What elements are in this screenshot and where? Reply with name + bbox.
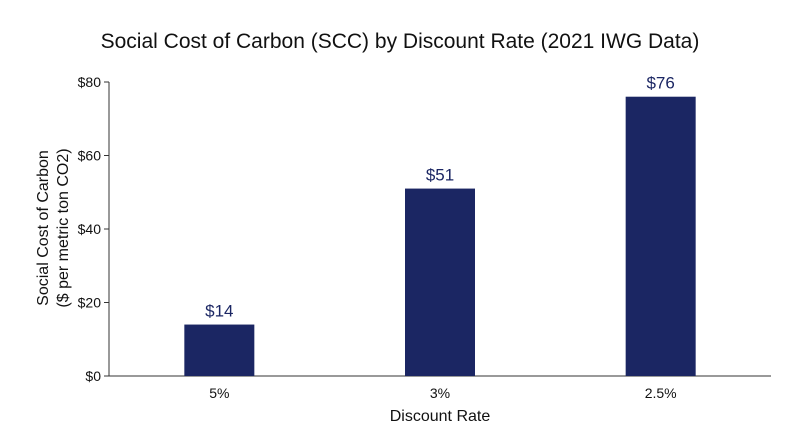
x-tick-label: 5%: [209, 385, 229, 401]
y-axis-title: Social Cost of Carbon ($ per metric ton …: [35, 148, 72, 307]
y-tick-label: $60: [78, 148, 102, 164]
y-tick-label: $20: [78, 295, 102, 311]
x-axis-title: Discount Rate: [390, 408, 491, 425]
y-tick-label: $80: [78, 74, 102, 90]
x-tick-label: 2.5%: [645, 385, 677, 401]
chart-title: Social Cost of Carbon (SCC) by Discount …: [101, 30, 700, 53]
bar: [625, 96, 696, 376]
x-tick-label: 3%: [430, 385, 450, 401]
bar-data-label: $51: [426, 166, 454, 185]
y-tick-label: $40: [78, 221, 102, 237]
bars-group: [184, 96, 696, 376]
bar-data-label: $14: [205, 302, 233, 321]
x-axis-ticks: 5% 3% 2.5%: [209, 385, 676, 401]
y-axis-ticks: $0 $20 $40 $60 $80: [78, 74, 109, 384]
data-labels-group: $14 $51 $76: [205, 74, 675, 321]
bar-data-label: $76: [646, 74, 674, 93]
y-axis-title-line-2: ($ per metric ton CO2): [55, 148, 72, 307]
bar: [405, 188, 475, 376]
y-axis-title-line-1: Social Cost of Carbon: [35, 150, 52, 306]
y-tick-label: $0: [85, 368, 101, 384]
bar: [184, 324, 255, 376]
